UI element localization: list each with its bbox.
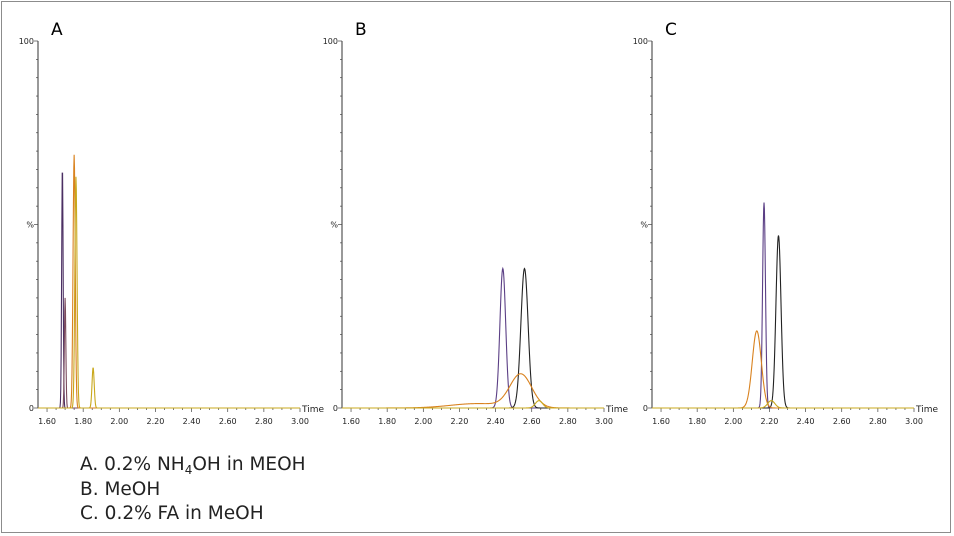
x-tick-label: 2.80 (869, 417, 887, 426)
x-axis-title: Time (605, 405, 628, 415)
x-tick-label: 2.00 (414, 417, 432, 426)
series-line (342, 266, 604, 409)
y-tick-label: % (640, 221, 648, 230)
chart-panel-b: B 100% 0 1.60 1.80 2.00 2.20 2.40 2.60 2.80 3.00 Ti… (323, 20, 629, 426)
series-line (342, 373, 604, 409)
y-tick-label: % (330, 221, 338, 230)
x-tick-label: 2.00 (110, 417, 128, 426)
x-axis-title: Time (301, 405, 324, 415)
x-tick-label: 2.60 (523, 417, 541, 426)
x-tick-label: 1.60 (342, 417, 360, 426)
legend-line-c: C. 0.2% FA in MeOH (80, 503, 264, 524)
series-line (652, 400, 914, 409)
x-tick-label: 3.00 (595, 417, 613, 426)
x-tick-label: 3.00 (291, 417, 309, 426)
conditions-legend: A. 0.2% NH4OH in MEOH B. MeOH C. 0.2% FA… (80, 453, 306, 526)
series-line (342, 267, 604, 409)
x-tick-label: 2.00 (724, 417, 742, 426)
x-tick-label: 2.20 (761, 417, 779, 426)
x-axis-title: Time (915, 405, 938, 415)
x-tick-label: 2.80 (255, 417, 273, 426)
x-tick-label: 1.60 (38, 417, 56, 426)
y-tick-label: % (26, 221, 34, 230)
legend-line-b: B. MeOH (80, 479, 161, 500)
x-tick-label: 2.80 (559, 417, 577, 426)
series-line (38, 176, 300, 409)
y-tick-label: 100 (633, 37, 648, 46)
x-tick-label: 2.60 (219, 417, 237, 426)
y-tick-label: 0 (643, 404, 648, 413)
y-tick-label: 0 (29, 404, 34, 413)
x-tick-label: 2.60 (833, 417, 851, 426)
legend-line-a: A. 0.2% NH4OH in MEOH (80, 454, 306, 477)
x-tick-label: 1.80 (378, 417, 396, 426)
x-tick-label: 3.00 (905, 417, 923, 426)
x-tick-label: 2.40 (797, 417, 815, 426)
y-tick-label: 0 (333, 404, 338, 413)
series-line (652, 235, 914, 409)
x-tick-label: 1.60 (652, 417, 670, 426)
chart-panel-a: A 100% 0 1.60 1.80 2.00 2.20 2.40 2.60 2.80 3.00 Ti… (19, 20, 325, 426)
x-tick-label: 1.80 (74, 417, 92, 426)
x-tick-label: 1.80 (688, 417, 706, 426)
panel-label: C (665, 20, 677, 40)
x-tick-label: 2.20 (147, 417, 165, 426)
x-tick-label: 2.40 (487, 417, 505, 426)
y-tick-label: 100 (323, 37, 338, 46)
panel-label: A (51, 20, 63, 40)
y-tick-label: 100 (19, 37, 34, 46)
x-tick-label: 2.20 (451, 417, 469, 426)
chart-panel-c: C 100% 0 1.60 1.80 2.00 2.20 2.40 2.60 2.80 3.00 Ti… (633, 20, 939, 426)
series-line (342, 400, 604, 409)
x-tick-label: 2.40 (183, 417, 201, 426)
panel-label: B (355, 20, 367, 40)
